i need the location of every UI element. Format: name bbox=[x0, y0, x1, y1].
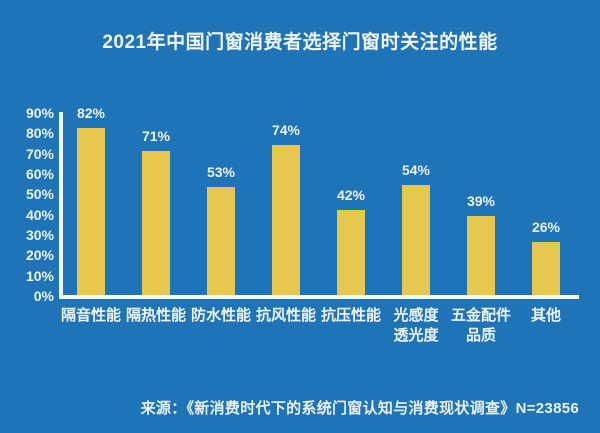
y-axis-tick-label: 70% bbox=[25, 145, 54, 162]
source-note: 来源：《新消费时代下的系统门窗认知与消费现状调查》N=23856 bbox=[140, 400, 579, 417]
bar bbox=[207, 187, 235, 295]
x-axis-category-label: 五金配件 品质 bbox=[450, 307, 511, 344]
x-axis-category-label: 其他 bbox=[530, 307, 561, 324]
y-axis-tick-label: 90% bbox=[25, 105, 54, 121]
bar bbox=[142, 151, 170, 295]
bar-value-label: 71% bbox=[141, 128, 171, 144]
x-axis-category-label: 光感度 透光度 bbox=[393, 307, 439, 344]
y-axis-tick-label: 10% bbox=[25, 267, 54, 284]
y-axis-tick-label: 40% bbox=[25, 206, 54, 223]
bar-value-label: 82% bbox=[76, 105, 106, 121]
bar bbox=[402, 185, 430, 295]
x-axis-category-label: 隔热性能 bbox=[125, 307, 186, 324]
y-axis-line bbox=[59, 112, 63, 299]
bar bbox=[467, 216, 495, 295]
x-axis-line bbox=[59, 295, 579, 299]
bar-value-label: 74% bbox=[271, 122, 301, 138]
x-axis-category-label: 抗风性能 bbox=[255, 307, 316, 324]
bar-value-label: 53% bbox=[206, 164, 236, 180]
bar bbox=[337, 210, 365, 295]
bar-value-label: 54% bbox=[401, 162, 431, 178]
y-axis-tick-label: 80% bbox=[25, 125, 54, 142]
y-axis-tick-label: 30% bbox=[25, 227, 54, 243]
bar-value-label: 39% bbox=[466, 193, 496, 209]
x-axis-category-label: 抗压性能 bbox=[320, 307, 381, 324]
bar bbox=[532, 242, 560, 295]
chart-title: 2021年中国门窗消费者选择门窗时关注的性能 bbox=[102, 32, 498, 53]
x-axis-category-label: 防水性能 bbox=[190, 307, 251, 324]
bar bbox=[77, 128, 105, 295]
bar-value-label: 26% bbox=[531, 219, 561, 235]
y-axis-tick-label: 0% bbox=[33, 288, 54, 304]
y-axis-tick-label: 20% bbox=[25, 247, 54, 264]
bar-value-label: 42% bbox=[336, 187, 366, 203]
x-axis-category-label: 隔音性能 bbox=[60, 307, 121, 324]
y-axis-tick-label: 50% bbox=[25, 186, 54, 203]
bar bbox=[272, 145, 300, 295]
y-axis-tick-label: 60% bbox=[25, 166, 54, 182]
